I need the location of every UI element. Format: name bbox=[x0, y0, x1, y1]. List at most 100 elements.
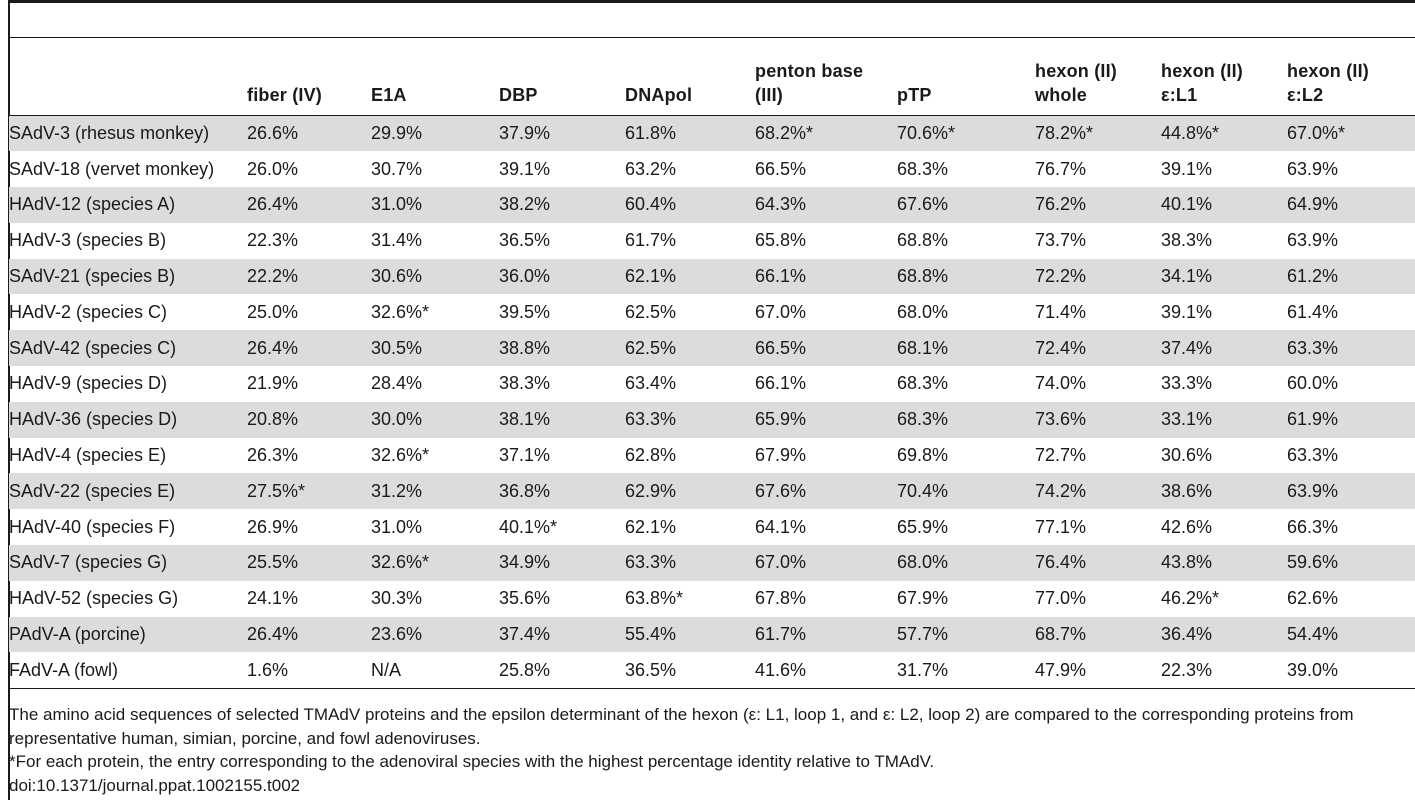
column-header-5: penton base (III) bbox=[755, 37, 897, 116]
table-cell: 67.6% bbox=[897, 194, 949, 215]
table-cell: N/A bbox=[371, 652, 499, 689]
identity-table: fiber (IV) E1A DBP DNApol penton base (III) p… bbox=[9, 37, 1415, 689]
table-cell: 40.1%* bbox=[499, 516, 558, 537]
table-cell: 65.9% bbox=[897, 516, 949, 537]
table-cell: 23.6% bbox=[371, 624, 423, 645]
table-cell: 63.3% bbox=[625, 552, 677, 573]
footnote-description: The amino acid sequences of selected TMA… bbox=[9, 705, 1354, 748]
table-cell: 68.0% bbox=[897, 552, 949, 573]
table-cell: 26.4% bbox=[247, 337, 299, 358]
column-header-2: E1A bbox=[371, 37, 499, 116]
table-cell: 38.1% bbox=[499, 409, 551, 430]
table-cell: 21.9% bbox=[247, 373, 299, 394]
table-cell: 32.6%* bbox=[371, 301, 430, 322]
table-row: HAdV-52 (species G) 24.1% 30.3% 35.6% 63.8%*… bbox=[9, 581, 1415, 617]
table-cell: 68.0% bbox=[897, 301, 949, 322]
table-cell: 61.9% bbox=[1287, 409, 1339, 430]
column-header-3: DBP bbox=[499, 37, 625, 116]
table-cell: 60.0% bbox=[1287, 373, 1339, 394]
table-cell: 36.4% bbox=[1161, 624, 1213, 645]
table-cell: 62.9% bbox=[625, 480, 677, 501]
table-cell: 67.0% bbox=[755, 552, 807, 573]
table-cell: 77.0% bbox=[1035, 588, 1087, 609]
table-cell: 39.5% bbox=[499, 301, 551, 322]
table-cell: 65.9% bbox=[755, 409, 807, 430]
table-cell: 66.5% bbox=[755, 158, 807, 179]
column-header-6: pTP bbox=[897, 37, 1035, 116]
table-cell: 22.2% bbox=[247, 266, 299, 287]
row-label: HAdV-12 (species A) bbox=[9, 194, 176, 215]
table-cell: 66.3% bbox=[1287, 516, 1339, 537]
table-cell: 64.3% bbox=[755, 194, 807, 215]
table-cell: 30.7% bbox=[371, 158, 423, 179]
table-cell: 37.4% bbox=[1161, 337, 1213, 358]
table-cell: 63.3% bbox=[1287, 445, 1339, 466]
table-cell: 1.6% bbox=[247, 652, 371, 689]
footnote-doi: doi:10.1371/journal.ppat.1002155.t002 bbox=[9, 775, 301, 795]
row-label: HAdV-3 (species B) bbox=[9, 230, 167, 251]
table-cell: 63.3% bbox=[625, 409, 677, 430]
table-cell: 38.8% bbox=[499, 337, 551, 358]
table-cell: 30.6% bbox=[371, 266, 423, 287]
table-row: SAdV-18 (vervet monkey) 26.0% 30.7% 39.1% 63… bbox=[9, 151, 1415, 187]
table-cell: 31.7% bbox=[897, 652, 1035, 689]
column-header-1: fiber (IV) bbox=[247, 37, 371, 116]
table-cell: 38.2% bbox=[499, 194, 551, 215]
table-cell: 74.2% bbox=[1035, 480, 1087, 501]
table-row: HAdV-2 (species C) 25.0% 32.6%* 39.5% 62.5% 6… bbox=[9, 294, 1415, 330]
table-body: SAdV-3 (rhesus monkey) 26.6% 29.9% 37.9% 61.… bbox=[9, 115, 1415, 689]
table-cell: 39.1% bbox=[499, 158, 551, 179]
table-cell: 42.6% bbox=[1161, 516, 1213, 537]
table-cell: 68.1% bbox=[897, 337, 949, 358]
top-rule bbox=[8, 0, 1415, 3]
table-cell: 68.7% bbox=[1035, 624, 1087, 645]
table-cell: 63.2% bbox=[625, 158, 677, 179]
table-row: HAdV-36 (species D) 20.8% 30.0% 38.1% 63.3% 6… bbox=[9, 401, 1415, 438]
table-cell: 43.8% bbox=[1161, 552, 1213, 573]
row-label: HAdV-40 (species F) bbox=[9, 516, 176, 537]
table-cell: 67.6% bbox=[755, 480, 807, 501]
column-header-7: hexon (II) whole bbox=[1035, 37, 1161, 116]
table-cell: 66.1% bbox=[755, 266, 807, 287]
table-cell: 64.1% bbox=[755, 516, 807, 537]
table-cell: 25.5% bbox=[247, 552, 299, 573]
table-cell: 73.6% bbox=[1035, 409, 1087, 430]
table-cell: 26.4% bbox=[247, 624, 299, 645]
table-cell: 63.3% bbox=[1287, 337, 1339, 358]
table-row: HAdV-40 (species F) 26.9% 31.0% 40.1%* 62.1%… bbox=[9, 509, 1415, 545]
column-header-9: hexon (II) ε:L2 bbox=[1287, 37, 1415, 116]
footnote-asterisk: *For each protein, the entry correspondi… bbox=[9, 752, 935, 771]
table-cell: 73.7% bbox=[1035, 230, 1087, 251]
table-cell: 68.3% bbox=[897, 158, 949, 179]
table-cell: 68.3% bbox=[897, 373, 949, 394]
table-cell: 26.9% bbox=[247, 516, 299, 537]
row-label: SAdV-42 (species C) bbox=[9, 337, 177, 358]
table-cell: 26.0% bbox=[247, 158, 299, 179]
table-cell: 33.1% bbox=[1161, 409, 1213, 430]
table-cell: 76.4% bbox=[1035, 552, 1087, 573]
table-cell: 31.0% bbox=[371, 516, 423, 537]
table-cell: 44.8%* bbox=[1161, 123, 1220, 144]
table-row: SAdV-22 (species E) 27.5%* 31.2% 36.8% 62.9%… bbox=[9, 473, 1415, 510]
table-cell: 25.8% bbox=[499, 652, 625, 689]
table-cell: 70.6%* bbox=[897, 123, 956, 144]
table-cell: 37.1% bbox=[499, 445, 551, 466]
table-cell: 68.8% bbox=[897, 230, 949, 251]
table-cell: 46.2%* bbox=[1161, 588, 1220, 609]
table-cell: 78.2%* bbox=[1035, 123, 1094, 144]
table-cell: 77.1% bbox=[1035, 516, 1087, 537]
table-row: SAdV-7 (species G) 25.5% 32.6%* 34.9% 63.3% 6… bbox=[9, 545, 1415, 581]
table-cell: 74.0% bbox=[1035, 373, 1087, 394]
table-cell: 36.5% bbox=[499, 230, 551, 251]
table-cell: 66.5% bbox=[755, 337, 807, 358]
row-label: FAdV-A (fowl) bbox=[9, 652, 247, 689]
table-cell: 39.1% bbox=[1161, 158, 1213, 179]
row-label: SAdV-7 (species G) bbox=[9, 552, 168, 573]
table-cell: 59.6% bbox=[1287, 552, 1339, 573]
table-cell: 39.1% bbox=[1161, 301, 1213, 322]
table-row: SAdV-3 (rhesus monkey) 26.6% 29.9% 37.9% 61.… bbox=[9, 115, 1415, 152]
left-rule bbox=[8, 0, 10, 800]
table-cell: 22.3% bbox=[247, 230, 299, 251]
table-cell: 57.7% bbox=[897, 624, 949, 645]
table-cell: 62.1% bbox=[625, 516, 677, 537]
